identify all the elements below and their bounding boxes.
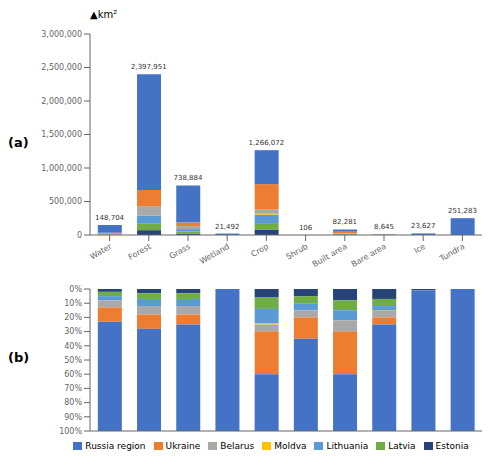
svg-text:50%: 50% xyxy=(64,356,82,365)
html-text:(b): (b) xyxy=(8,349,30,365)
svg-text:1,500,000: 1,500,000 xyxy=(41,130,82,139)
svg-text:Wetland: Wetland xyxy=(198,242,231,266)
svg-text:500,000: 500,000 xyxy=(49,197,82,206)
svg-text:Bare area: Bare area xyxy=(350,242,388,269)
svg-text:1,266,072: 1,266,072 xyxy=(249,139,285,147)
svg-text:Water: Water xyxy=(88,242,114,262)
svg-text:2,397,951: 2,397,951 xyxy=(131,63,167,71)
svg-text:Built area: Built area xyxy=(311,242,349,269)
svg-text:3,000,000: 3,000,000 xyxy=(41,30,82,39)
svg-text:30%: 30% xyxy=(64,327,82,336)
svg-text:0: 0 xyxy=(77,231,82,240)
svg-text:23,627: 23,627 xyxy=(411,222,436,230)
svg-text:80%: 80% xyxy=(64,398,82,407)
html-text:Estonia: Estonia xyxy=(435,441,469,451)
svg-text:1,000,000: 1,000,000 xyxy=(41,164,82,173)
html-text:Russia region: Russia region xyxy=(85,441,146,451)
svg-text:Grass: Grass xyxy=(168,242,192,261)
svg-text:Forest: Forest xyxy=(127,242,153,262)
svg-text:60%: 60% xyxy=(64,370,82,379)
html-text:(a): (a) xyxy=(8,135,29,150)
svg-text:40%: 40% xyxy=(64,342,82,351)
svg-text:10%: 10% xyxy=(64,299,82,308)
svg-text:148,704: 148,704 xyxy=(95,214,124,222)
svg-text:Ice: Ice xyxy=(412,242,427,256)
svg-text:8,645: 8,645 xyxy=(374,223,394,231)
svg-text:2,000,000: 2,000,000 xyxy=(41,97,82,106)
html-text:Lithuania: Lithuania xyxy=(326,441,369,451)
svg-text:21,492: 21,492 xyxy=(215,223,240,231)
svg-text:2,500,000: 2,500,000 xyxy=(41,63,82,72)
svg-text:0%: 0% xyxy=(69,285,82,294)
svg-text:738,884: 738,884 xyxy=(174,174,203,182)
html-text:Ukraine: Ukraine xyxy=(165,441,201,451)
svg-text:100%: 100% xyxy=(59,427,82,436)
svg-text:82,281: 82,281 xyxy=(333,218,358,226)
svg-text:251,283: 251,283 xyxy=(448,207,477,215)
html-text:Belarus: Belarus xyxy=(220,441,255,451)
html-text:Latvia: Latvia xyxy=(388,441,416,451)
svg-text:70%: 70% xyxy=(64,384,82,393)
html-text:Moldva: Moldva xyxy=(274,441,307,451)
svg-text:Crop: Crop xyxy=(250,242,271,259)
svg-text:20%: 20% xyxy=(64,313,82,322)
svg-text:106: 106 xyxy=(299,224,313,232)
svg-text:Tundra: Tundra xyxy=(437,242,466,264)
svg-text:Shrub: Shrub xyxy=(285,242,310,262)
html-text:▲km²: ▲km² xyxy=(90,9,118,20)
svg-text:90%: 90% xyxy=(64,413,82,422)
